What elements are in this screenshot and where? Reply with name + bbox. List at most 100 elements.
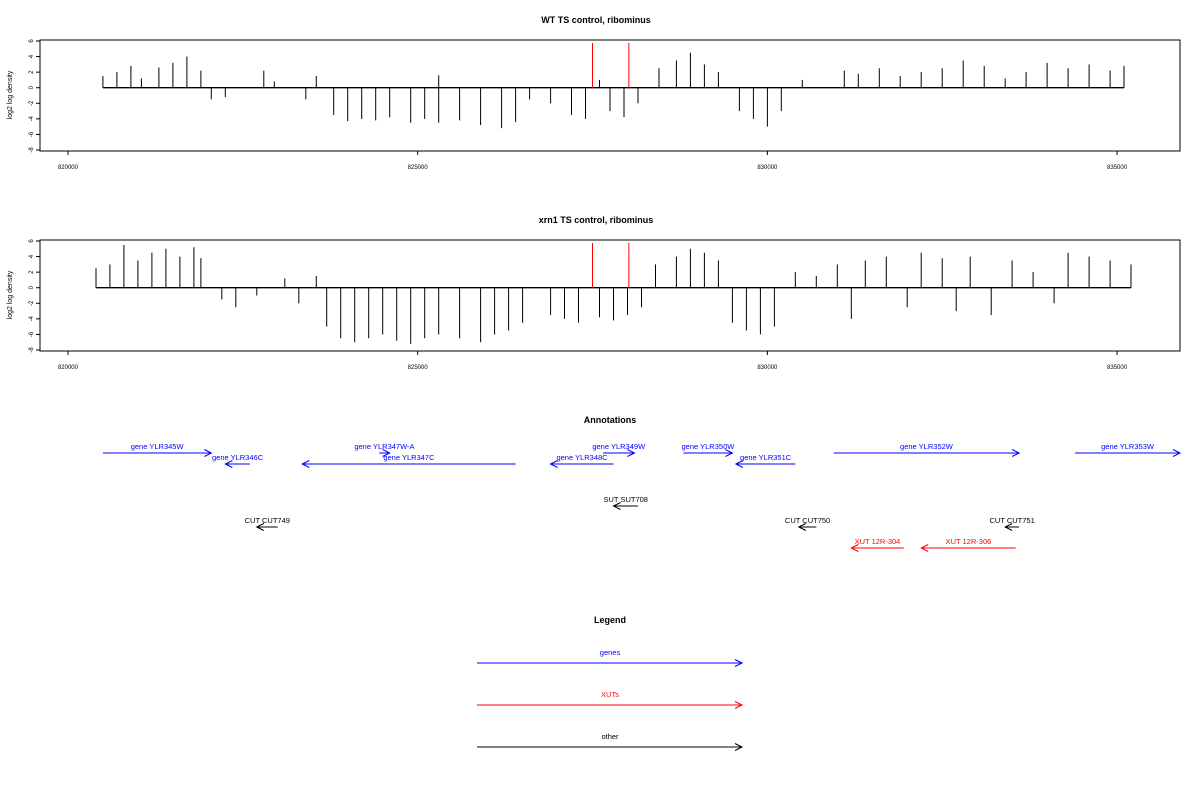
annotation-feature: gene YLR351C	[734, 453, 796, 468]
legend: Legend genes XUTs other	[477, 615, 744, 751]
xrn1-y-tick-label: -2	[29, 300, 35, 306]
annotation-features: gene YLR345W gene YLR346C gene YLR347W-A ge…	[102, 442, 1182, 552]
feature-arrowhead	[255, 523, 265, 531]
feature-arrowhead	[734, 460, 744, 468]
annotation-feature: SUT SUT708	[604, 495, 648, 510]
wt-x-tick-label: 835000	[1107, 165, 1128, 171]
feature-arrowhead	[627, 449, 636, 457]
feature-label: XUT 12R-304	[855, 537, 901, 546]
feature-label: XUT 12R-306	[946, 537, 992, 546]
annotation-feature: gene YLR352W	[833, 442, 1021, 457]
feature-label: gene YLR345W	[131, 442, 185, 451]
feature-label: CUT CUT749	[245, 516, 290, 525]
wt-y-tick-label: -8	[29, 147, 35, 153]
feature-arrowhead	[797, 523, 807, 531]
wt-bars	[102, 43, 1125, 129]
legend-entry: other	[477, 732, 744, 751]
feature-arrowhead	[1172, 449, 1182, 457]
xrn1-y-axis: 6 4 2 0 -2 -4 -6 -8	[29, 239, 40, 353]
xrn1-track-panel: xrn1 TS control, ribominus log2 log dens…	[7, 215, 1181, 371]
feature-arrowhead	[725, 449, 734, 457]
annotation-feature: gene YLR347W-A	[354, 442, 415, 457]
xrn1-x-tick-label: 820000	[58, 365, 79, 371]
xrn1-plot-frame	[39, 239, 1181, 352]
legend-entries: genes XUTs other	[477, 648, 744, 751]
annotation-feature: gene YLR349W	[592, 442, 646, 457]
wt-y-axis: 6 4 2 0 -2 -4 -6 -8	[29, 39, 40, 153]
feature-label: gene YLR349W	[592, 442, 646, 451]
feature-arrowhead	[549, 460, 558, 468]
wt-track-panel: WT TS control, ribominus log2 log densit…	[7, 15, 1181, 171]
legend-label: other	[601, 732, 619, 741]
xrn1-x-tick-label: 825000	[408, 365, 429, 371]
wt-y-tick-label: -6	[29, 131, 35, 137]
xrn1-y-tick-label: -4	[29, 316, 35, 322]
xrn1-track-title: xrn1 TS control, ribominus	[539, 215, 654, 225]
feature-label: gene YLR353W	[1101, 442, 1155, 451]
annotation-feature: gene YLR348C	[549, 453, 614, 468]
legend-arrowhead	[734, 701, 744, 709]
wt-x-tick-label: 825000	[408, 165, 429, 171]
xrn1-y-tick-label: -6	[29, 331, 35, 337]
legend-label: genes	[600, 648, 621, 657]
wt-y-tick-label: 6	[29, 39, 35, 43]
feature-label: CUT CUT750	[785, 516, 830, 525]
feature-arrowhead	[920, 544, 929, 552]
feature-label: gene YLR348C	[556, 453, 608, 462]
legend-arrowhead	[734, 743, 744, 751]
wt-y-tick-label: 4	[29, 54, 35, 58]
wt-y-tick-label: 0	[29, 85, 35, 89]
legend-label: XUTs	[601, 690, 619, 699]
wt-x-axis: 820000 825000 830000 835000	[58, 151, 1128, 171]
wt-y-tick-label: -4	[29, 116, 35, 122]
xrn1-y-tick-label: 6	[29, 239, 35, 243]
wt-x-tick-label: 830000	[757, 165, 778, 171]
xrn1-x-axis: 820000 825000 830000 835000	[58, 351, 1128, 371]
annotation-feature: gene YLR347C	[301, 453, 516, 468]
feature-label: SUT SUT708	[604, 495, 648, 504]
xrn1-x-tick-label: 835000	[1107, 365, 1128, 371]
legend-entry: XUTs	[477, 690, 744, 709]
legend-arrowhead	[734, 659, 744, 667]
annotation-feature: CUT CUT749	[245, 516, 290, 531]
legend-entry: genes	[477, 648, 744, 667]
feature-label: gene YLR352W	[900, 442, 954, 451]
legend-title: Legend	[594, 615, 626, 625]
annotation-feature: XUT 12R-306	[920, 537, 1016, 552]
annotation-feature: CUT CUT750	[785, 516, 830, 531]
feature-label: gene YLR350W	[682, 442, 736, 451]
xrn1-y-axis-label: log2 log density	[7, 270, 14, 319]
feature-arrowhead	[1004, 523, 1013, 531]
feature-arrowhead	[382, 449, 391, 457]
feature-arrowhead	[850, 544, 859, 552]
annotation-feature: gene YLR350W	[682, 442, 736, 457]
feature-label: gene YLR351C	[740, 453, 792, 462]
feature-arrowhead	[301, 460, 310, 468]
wt-plot-frame	[39, 39, 1181, 152]
annotations-title: Annotations	[584, 415, 637, 425]
wt-track-title: WT TS control, ribominus	[541, 15, 651, 25]
feature-arrowhead	[1011, 449, 1021, 457]
wt-x-tick-label: 820000	[58, 165, 79, 171]
feature-label: gene YLR347C	[383, 453, 435, 462]
annotation-feature: gene YLR353W	[1075, 442, 1182, 457]
feature-arrowhead	[612, 502, 621, 510]
xrn1-y-tick-label: 4	[29, 254, 35, 258]
feature-label: CUT CUT751	[989, 516, 1034, 525]
annotation-feature: gene YLR345W	[102, 442, 213, 457]
feature-label: gene YLR346C	[212, 453, 264, 462]
xrn1-bars	[95, 243, 1132, 344]
feature-label: gene YLR347W-A	[354, 442, 414, 451]
feature-arrowhead	[204, 449, 213, 457]
wt-y-axis-label: log2 log density	[7, 70, 14, 119]
annotation-feature: XUT 12R-304	[850, 537, 904, 552]
feature-arrowhead	[224, 460, 233, 468]
xrn1-x-tick-label: 830000	[757, 365, 778, 371]
xrn1-y-tick-label: 0	[29, 285, 35, 289]
wt-y-tick-label: 2	[29, 70, 35, 74]
wt-y-tick-label: -2	[29, 100, 35, 106]
annotation-feature: CUT CUT751	[989, 516, 1035, 531]
xrn1-y-tick-label: -8	[29, 347, 35, 353]
